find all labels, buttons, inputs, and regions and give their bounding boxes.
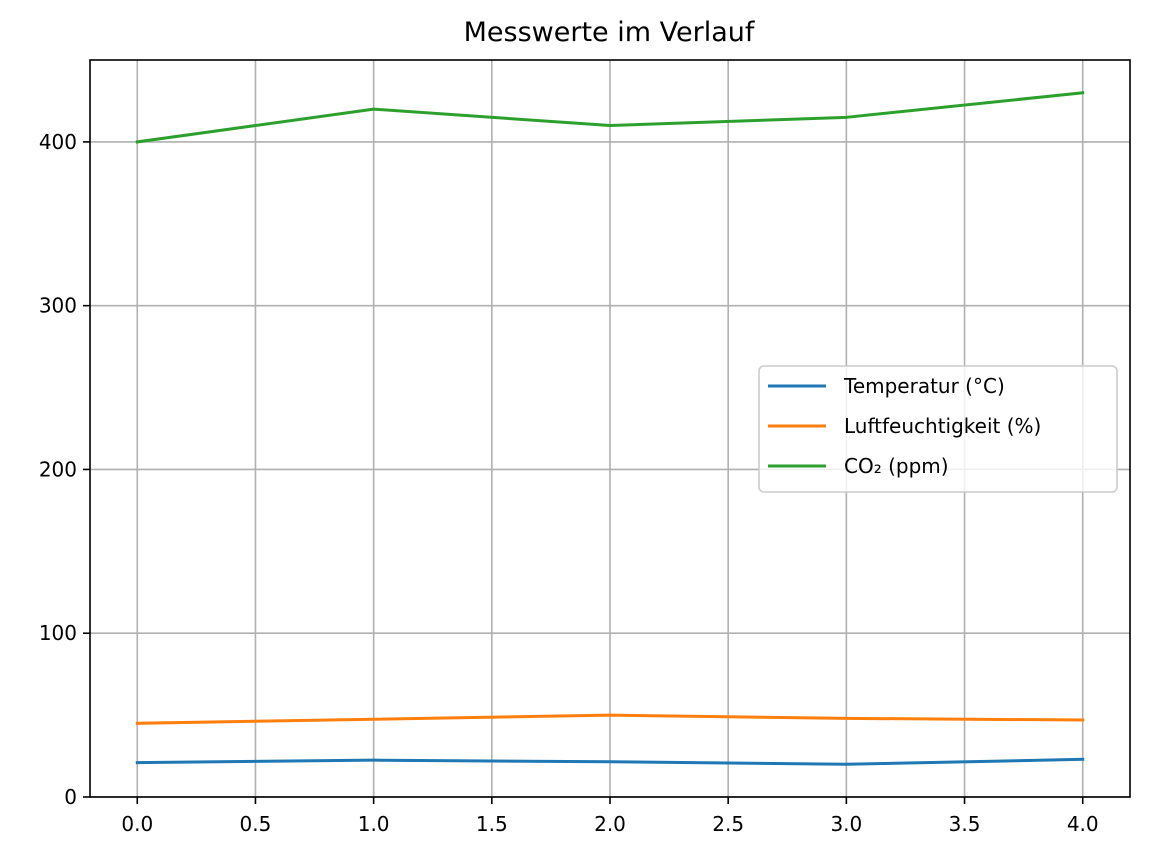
y-tick-label: 400	[39, 130, 77, 154]
x-tick-label: 3.5	[949, 812, 981, 836]
axis-ticks: 0.0 0.5 1.0 1.5 2.0 2.5 3.0 3.5 4.0 0 100 200 300 400	[39, 130, 1099, 836]
y-tick-label: 200	[39, 457, 77, 481]
x-tick-label: 1.5	[476, 812, 508, 836]
series-lines	[135, 91, 1085, 766]
x-tick-label: 0.5	[240, 812, 272, 836]
series-line-1	[135, 713, 1085, 725]
y-tick-label: 100	[39, 621, 77, 645]
legend: Temperatur (°C) Luftfeuchtigkeit (%) CO₂ (…	[758, 365, 1118, 493]
series-line-0	[135, 757, 1085, 766]
legend-label: CO₂ (ppm)	[844, 454, 949, 478]
chart-title: Messwerte im Verlauf	[464, 17, 756, 48]
x-tick-label: 1.0	[358, 812, 390, 836]
x-tick-label: 2.0	[594, 812, 626, 836]
x-tick-label: 4.0	[1067, 812, 1099, 836]
x-tick-label: 3.0	[830, 812, 862, 836]
y-tick-label: 300	[39, 294, 77, 318]
x-tick-label: 2.5	[712, 812, 744, 836]
legend-label: Luftfeuchtigkeit (%)	[844, 414, 1041, 438]
legend-box	[758, 365, 1118, 493]
y-tick-label: 0	[64, 785, 77, 809]
series-line-2	[135, 91, 1085, 144]
legend-label: Temperatur (°C)	[843, 374, 1005, 398]
x-tick-label: 0.0	[121, 812, 153, 836]
